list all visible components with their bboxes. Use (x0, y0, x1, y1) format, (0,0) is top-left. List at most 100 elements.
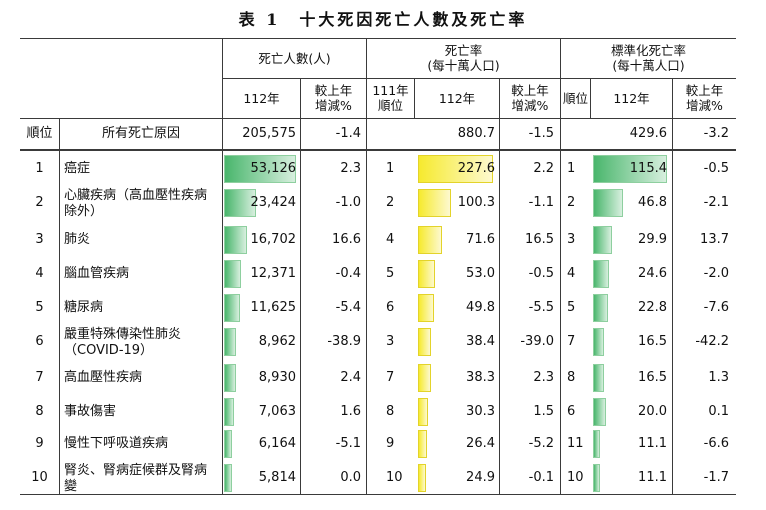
rank-cell: 5 (35, 300, 44, 315)
rank-cell: 1 (35, 161, 44, 176)
total-rate-change: -1.5 (528, 126, 554, 141)
rate-bar (418, 226, 442, 254)
std-change-cell: -42.2 (695, 334, 729, 349)
rate-change-cell: -1.1 (528, 195, 554, 210)
rate-bar (418, 294, 435, 322)
rate-bar (418, 464, 427, 492)
std-rate-cell: 22.8 (638, 300, 667, 315)
std-change-cell: -2.0 (703, 266, 729, 281)
deaths-change-cell: -5.1 (335, 436, 361, 451)
deaths-change-cell: -38.9 (327, 334, 361, 349)
rule-top (20, 38, 736, 39)
deaths-cell: 5,814 (258, 470, 296, 485)
std-change-cell: -6.6 (703, 436, 729, 451)
deaths-cell: 8,962 (258, 334, 296, 349)
std-rank-cell: 2 (567, 195, 576, 210)
std-rate-bar (593, 155, 667, 183)
std-rank-cell: 6 (567, 404, 576, 419)
header-deaths-year: 112年 (243, 91, 280, 106)
header-rate-change-line2: 增減% (511, 98, 549, 113)
header-rate-line2: (每十萬人口) (427, 58, 500, 73)
std-rate-bar (593, 328, 604, 356)
header-rate-change-line1: 較上年 (511, 83, 549, 98)
std-rate-cell: 20.0 (638, 404, 667, 419)
std-rate-bar (593, 364, 604, 392)
deaths-change-cell: -0.4 (335, 266, 361, 281)
deaths-change-cell: -5.4 (335, 300, 361, 315)
rank-cell: 6 (35, 334, 44, 349)
std-rank-cell: 4 (567, 266, 576, 281)
rate-cell: 24.9 (466, 470, 495, 485)
rate-change-cell: 2.3 (533, 370, 554, 385)
rate-bar (418, 364, 431, 392)
std-change-cell: 13.7 (700, 232, 729, 247)
cause-cell: 心臟疾病（高血壓性疾病除外） (64, 188, 208, 219)
deaths-change-cell: -1.0 (335, 195, 361, 210)
deaths-bar (224, 155, 296, 183)
deaths-bar (224, 464, 232, 492)
total-cause: 所有死亡原因 (101, 126, 180, 141)
rule-header-bottom (20, 118, 736, 119)
rank-cell: 10 (31, 470, 48, 485)
header-std-change-line1: 較上年 (685, 83, 724, 98)
std-rank-cell: 11 (567, 436, 584, 451)
rate-cell: 227.6 (457, 161, 495, 176)
rate-cell: 26.4 (466, 436, 495, 451)
cause-cell: 腎炎、腎病症候群及腎病變 (64, 463, 208, 494)
std-rate-cell: 16.5 (638, 370, 667, 385)
rank-cell: 2 (35, 195, 44, 210)
std-change-cell: -7.6 (703, 300, 729, 315)
std-rate-bar (593, 430, 601, 458)
rate-change-cell: 1.5 (533, 404, 554, 419)
rank-cell: 7 (35, 370, 44, 385)
std-rate-cell: 16.5 (638, 334, 667, 349)
rule-v-cause (222, 38, 223, 494)
cause-cell: 肺炎 (64, 232, 91, 247)
rate-rank111-cell: 7 (386, 370, 395, 385)
rule-v-rate-rank (414, 78, 415, 118)
rule-bottom (20, 494, 736, 495)
rate-bar (418, 430, 427, 458)
std-rate-bar (593, 189, 623, 217)
std-rate-bar (593, 226, 613, 254)
deaths-cell: 16,702 (250, 232, 297, 247)
header-rank111-line2: 順位 (377, 98, 403, 113)
total-rank-label: 順位 (26, 126, 53, 141)
header-deaths-change-line1: 較上年 (314, 83, 353, 98)
cause-cell: 事故傷害 (64, 404, 117, 419)
std-rate-cell: 24.6 (638, 266, 667, 281)
rate-cell: 49.8 (466, 300, 495, 315)
deaths-cell: 7,063 (258, 404, 296, 419)
deaths-cell: 6,164 (258, 436, 296, 451)
cause-cell: 慢性下呼吸道疾病 (64, 436, 169, 451)
rate-bar (418, 328, 431, 356)
std-rate-bar (593, 398, 606, 426)
deaths-cell: 11,625 (250, 300, 297, 315)
std-rate-bar (593, 260, 609, 288)
rate-rank111-cell: 4 (386, 232, 395, 247)
deaths-change-cell: 16.6 (332, 232, 361, 247)
std-change-cell: -0.5 (703, 161, 729, 176)
rate-bar (418, 155, 493, 183)
header-deaths-change-line2: 增減% (315, 98, 352, 113)
cause-cell: 嚴重特殊傳染性肺炎（COVID-19） (64, 327, 182, 358)
header-deaths: 死亡人數(人) (258, 51, 331, 66)
rule-v-std-change (672, 78, 673, 494)
rate-change-cell: -39.0 (520, 334, 554, 349)
std-rank-cell: 7 (567, 334, 576, 349)
total-std: 429.6 (629, 126, 667, 141)
rate-cell: 30.3 (466, 404, 495, 419)
rate-change-cell: 16.5 (525, 232, 554, 247)
std-rate-cell: 11.1 (638, 436, 667, 451)
std-rank-cell: 5 (567, 300, 576, 315)
rate-cell: 38.4 (466, 334, 495, 349)
header-rank111-line1: 111年 (372, 83, 409, 98)
rate-rank111-cell: 2 (386, 195, 395, 210)
rate-change-cell: 2.2 (533, 161, 554, 176)
header-std-rank: 順位 (562, 91, 588, 106)
header-std-year: 112年 (613, 91, 650, 106)
std-rank-cell: 1 (567, 161, 576, 176)
cause-cell: 糖尿病 (64, 300, 104, 315)
deaths-cell: 12,371 (250, 266, 297, 281)
std-change-cell: -2.1 (703, 195, 729, 210)
